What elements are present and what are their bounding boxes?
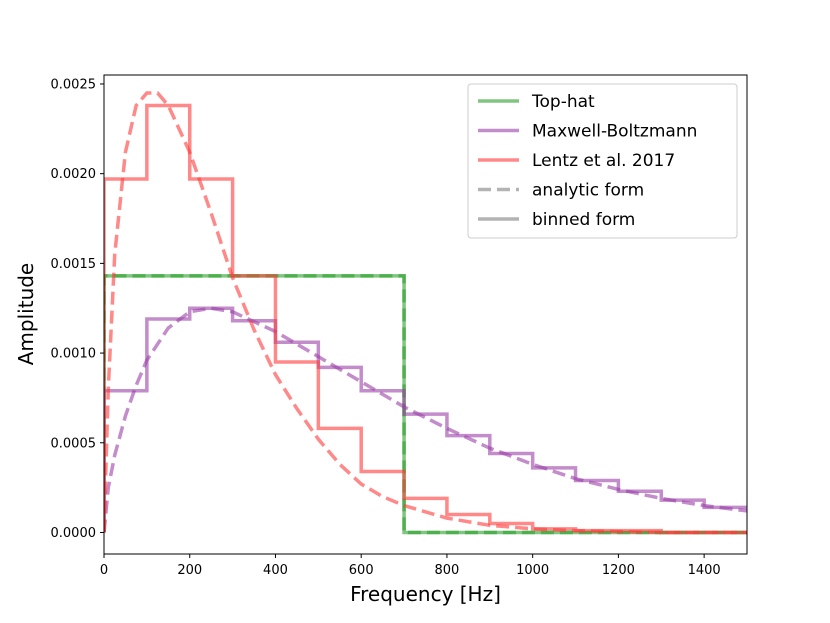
axis-ticks: 0 200 400 600 800 1000 1200 1400 0.0000 0.0005 0.0… (51, 77, 721, 578)
lentz-et-al-2017-binned-line (104, 103, 747, 535)
y-tick-label: 0.0010 (51, 347, 97, 362)
x-tick-label: 200 (177, 563, 202, 578)
y-tick-label: 0.0015 (51, 257, 97, 272)
y-tick-label: 0.0000 (51, 526, 97, 541)
y-tick-label: 0.0020 (51, 167, 97, 182)
legend: Top-hat Maxwell-Boltzmann Lentz et al. 201… (467, 83, 738, 239)
y-axis-label: Amplitude (14, 263, 38, 366)
y-tick-label: 0.0005 (51, 436, 97, 451)
lentz-et-al-2017-analytic-line (104, 91, 747, 535)
x-axis-label: Frequency [Hz] (350, 582, 501, 606)
x-tick-label: 800 (435, 563, 460, 578)
top-hat-binned-line (104, 274, 747, 535)
x-tick-label: 1400 (688, 563, 721, 578)
legend-box (467, 83, 738, 239)
legend-label-analytic-form: analytic form (532, 181, 644, 201)
plot-frame (103, 74, 748, 555)
legend-label-top-hat: Top-hat (531, 92, 595, 112)
legend-label-maxwell-boltzmann: Maxwell-Boltzmann (532, 122, 697, 142)
top-hat-analytic-line (104, 274, 747, 535)
maxwell-boltzmann-analytic-line (104, 306, 747, 533)
series-layer (104, 91, 747, 535)
y-tick-label: 0.0025 (51, 77, 97, 92)
legend-label-lentz-et-al-2017: Lentz et al. 2017 (532, 151, 675, 171)
x-tick-label: 0 (100, 563, 108, 578)
x-tick-label: 400 (263, 563, 288, 578)
x-tick-label: 1000 (516, 563, 549, 578)
x-tick-label: 1200 (602, 563, 635, 578)
legend-label-binned-form: binned form (532, 210, 635, 230)
maxwell-boltzmann-binned-line (104, 306, 747, 533)
x-tick-label: 600 (349, 563, 374, 578)
